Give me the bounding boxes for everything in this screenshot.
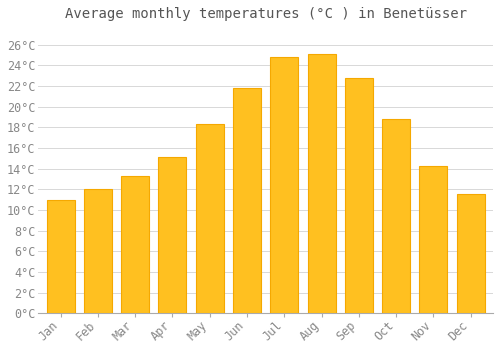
Bar — [233, 88, 261, 313]
Bar — [158, 157, 186, 313]
Bar — [121, 176, 149, 313]
Bar — [420, 167, 448, 313]
Bar — [345, 78, 373, 313]
Title: Average monthly temperatures (°C ) in Benetüsser: Average monthly temperatures (°C ) in Be… — [64, 7, 466, 21]
Bar — [270, 57, 298, 313]
Bar — [382, 119, 410, 313]
Bar — [46, 199, 74, 313]
Bar — [308, 54, 336, 313]
Bar — [456, 194, 484, 313]
Bar — [84, 189, 112, 313]
Bar — [196, 124, 224, 313]
